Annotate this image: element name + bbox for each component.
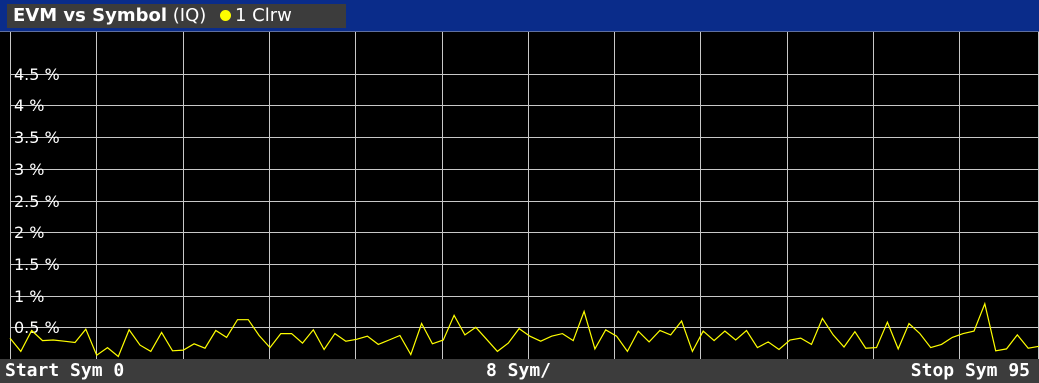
y-tick-label: 0.5 %: [14, 318, 60, 337]
window-title: EVM vs Symbol (IQ) 1 Clrw: [7, 4, 346, 28]
symbol-step-label: 8 Sym/: [486, 360, 552, 381]
window-title-bar[interactable]: EVM vs Symbol (IQ) 1 Clrw: [0, 0, 1039, 32]
trace-indicator-dot: [220, 10, 231, 21]
evm-trace-line: [9, 301, 1039, 358]
y-tick-label: 2 %: [14, 223, 44, 242]
y-tick-label: 4.5 %: [14, 65, 60, 84]
y-tick-label: 1.5 %: [14, 255, 60, 274]
y-tick-marks: [78, 74, 96, 328]
x-axis-footer: Start Sym 0 8 Sym/ Stop Sym 95: [0, 359, 1039, 383]
y-tick-label: 2.5 %: [14, 192, 60, 211]
start-symbol-label: Start Sym 0: [5, 360, 125, 381]
y-tick-label: 1 %: [14, 287, 44, 306]
title-measurement: EVM vs Symbol: [13, 5, 167, 26]
trace-label: 1 Clrw: [235, 5, 292, 26]
y-tick-label: 3 %: [14, 160, 44, 179]
y-tick-labels: 0.5 % 1 % 1.5 % 2 % 2.5 % 3 % 3.5 % 4 % 4.5 %: [14, 65, 60, 337]
y-tick-label: 3.5 %: [14, 128, 60, 147]
evm-plot-area[interactable]: 0.5 % 1 % 1.5 % 2 % 2.5 % 3 % 3.5 % 4 % 4.5 %: [0, 32, 1039, 359]
stop-symbol-label: Stop Sym 95: [910, 360, 1030, 381]
grid: [10, 32, 1039, 359]
title-mode: (IQ): [172, 5, 207, 26]
y-tick-label: 4 %: [14, 96, 44, 115]
